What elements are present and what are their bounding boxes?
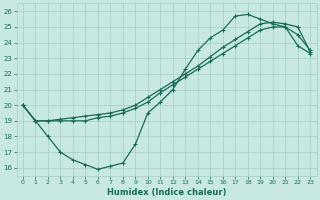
X-axis label: Humidex (Indice chaleur): Humidex (Indice chaleur)	[107, 188, 226, 197]
